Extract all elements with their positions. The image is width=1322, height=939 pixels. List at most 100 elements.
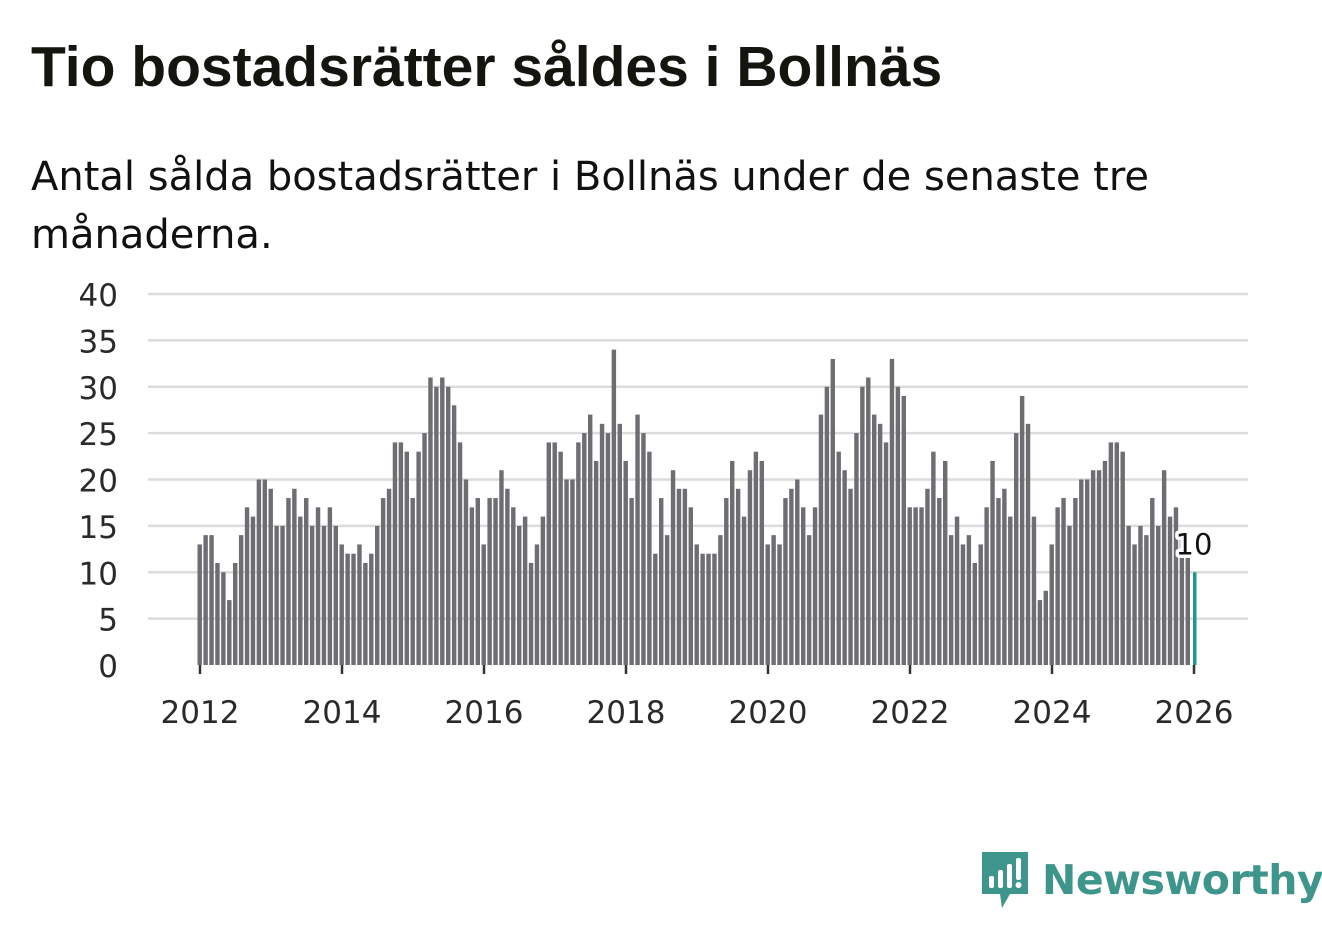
bar <box>635 414 640 665</box>
bar <box>1025 423 1031 665</box>
bar <box>321 525 327 665</box>
y-tick-label: 40 <box>79 278 118 314</box>
bar <box>552 442 557 665</box>
bar <box>386 488 392 665</box>
bar <box>978 544 983 665</box>
bar <box>499 470 504 665</box>
x-tick-label: 2014 <box>303 695 382 731</box>
bar <box>718 535 723 665</box>
bar <box>215 562 220 665</box>
bar-highlight <box>1193 572 1197 665</box>
bar <box>605 433 611 665</box>
bar <box>1185 553 1190 665</box>
bar <box>262 479 267 665</box>
bar <box>564 479 569 665</box>
x-tick-label: 2020 <box>729 695 808 731</box>
bar <box>830 358 835 665</box>
bar <box>528 562 534 665</box>
bar <box>233 562 238 665</box>
bar <box>1126 525 1131 665</box>
bar <box>990 460 995 665</box>
bar <box>221 572 226 665</box>
bar <box>1019 396 1025 665</box>
chart-subtitle: Antal sålda bostadsrätter i Bollnäs unde… <box>31 154 1150 258</box>
bar <box>1114 442 1119 665</box>
bar <box>1161 470 1167 665</box>
bar <box>789 488 794 665</box>
bar <box>440 377 445 665</box>
bar <box>327 507 333 665</box>
bar <box>197 544 202 665</box>
bar <box>795 479 800 665</box>
bar <box>1173 507 1179 665</box>
bar <box>487 498 492 665</box>
bar <box>629 498 634 665</box>
bar <box>913 507 918 665</box>
bar <box>943 460 948 665</box>
bar <box>664 535 670 665</box>
bar <box>363 562 368 665</box>
bar <box>836 451 841 665</box>
bar <box>315 507 321 665</box>
bar <box>505 488 510 665</box>
bar <box>1090 470 1096 665</box>
bar <box>351 553 356 665</box>
bar <box>481 544 486 665</box>
bar <box>954 516 960 665</box>
bar <box>209 535 214 665</box>
bar <box>558 451 563 665</box>
bar <box>907 507 912 665</box>
bar <box>741 516 747 665</box>
bar <box>1156 525 1161 665</box>
bar <box>1055 507 1060 665</box>
bar <box>309 525 315 665</box>
bar <box>540 516 546 665</box>
bar <box>901 396 906 665</box>
y-tick-label: 10 <box>79 556 118 592</box>
bar <box>1138 525 1143 665</box>
bar <box>706 553 711 665</box>
bar <box>428 377 433 665</box>
bar <box>641 433 646 665</box>
bar <box>771 535 776 665</box>
data-label-last: 10 <box>1176 527 1213 561</box>
bar <box>599 423 605 665</box>
x-tick-label: 2016 <box>445 695 524 731</box>
bar <box>966 535 972 665</box>
bar <box>434 386 439 665</box>
bar <box>895 386 901 665</box>
bar <box>256 479 262 665</box>
bar <box>700 553 705 665</box>
bar <box>972 562 977 665</box>
bar <box>333 525 338 665</box>
bar <box>416 451 421 665</box>
newsworthy-logo-icon <box>982 852 1028 908</box>
bar <box>1031 516 1037 665</box>
bar <box>304 498 309 665</box>
bar <box>546 442 551 665</box>
y-tick-label: 20 <box>79 464 118 500</box>
bar <box>457 442 463 665</box>
bar <box>747 470 753 665</box>
brand-logo: Newsworthy <box>980 850 1322 910</box>
x-tick-label: 2012 <box>161 695 240 731</box>
bar <box>1037 600 1043 665</box>
bar <box>783 498 788 665</box>
bar <box>369 553 374 665</box>
bar <box>824 386 830 665</box>
bar <box>623 460 628 665</box>
bar <box>422 433 427 665</box>
y-tick-label: 0 <box>98 649 118 685</box>
bar <box>801 507 806 665</box>
bar <box>860 386 865 665</box>
bar <box>812 507 818 665</box>
y-tick-label: 30 <box>79 371 118 407</box>
bar <box>682 488 688 665</box>
bar <box>931 451 936 665</box>
bar <box>617 423 622 665</box>
bar <box>854 433 859 665</box>
bar <box>889 358 895 665</box>
bar <box>1096 470 1102 665</box>
bar <box>292 488 297 665</box>
bar <box>806 535 812 665</box>
